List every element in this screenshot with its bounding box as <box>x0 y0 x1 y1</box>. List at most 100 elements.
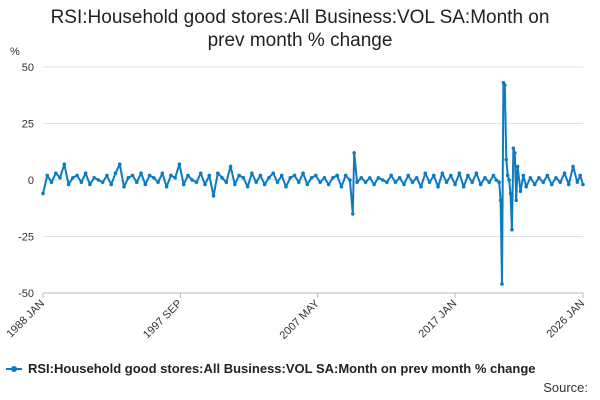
data-point <box>331 175 335 180</box>
data-point <box>186 173 190 178</box>
data-point <box>284 184 288 189</box>
data-point <box>62 162 67 166</box>
data-point <box>350 212 355 216</box>
data-point <box>508 191 513 196</box>
y-tick-label: 0 <box>28 175 34 187</box>
data-point <box>483 175 487 180</box>
data-point <box>504 157 509 162</box>
data-point <box>190 178 195 182</box>
data-point <box>453 182 457 187</box>
data-point <box>348 178 352 182</box>
data-point <box>147 173 152 178</box>
data-point <box>389 173 393 178</box>
data-point <box>494 178 499 182</box>
data-point <box>549 182 554 187</box>
x-tick-label: 1988 JAN <box>4 298 47 341</box>
data-point <box>117 162 122 166</box>
data-point <box>581 182 585 187</box>
data-point <box>318 180 322 185</box>
data-point <box>66 182 71 187</box>
data-point <box>571 164 575 169</box>
data-point <box>207 173 212 178</box>
data-point <box>215 171 220 176</box>
data-point <box>245 184 250 189</box>
data-point <box>575 180 580 185</box>
x-tick-label: 1997 SEP <box>141 298 185 342</box>
x-tick-label: 2007 MAY <box>278 297 323 342</box>
source-label: Source: <box>543 380 588 395</box>
data-point <box>237 173 241 178</box>
data-point <box>58 175 62 180</box>
data-point <box>498 198 503 203</box>
data-point <box>335 173 339 178</box>
data-point <box>372 182 376 187</box>
data-point <box>53 171 58 176</box>
data-point <box>194 180 199 185</box>
chart-title-line-1: RSI:Household good stores:All Business:V… <box>50 7 550 28</box>
chart-title: RSI:Household good stores:All Business:V… <box>0 6 600 52</box>
legend[interactable]: RSI:Household good stores:All Business:V… <box>6 361 536 376</box>
data-point <box>406 173 411 178</box>
data-point <box>368 175 372 180</box>
data-point <box>152 175 156 180</box>
y-tick-label: 50 <box>22 62 34 74</box>
data-point <box>224 180 229 185</box>
data-point <box>449 173 453 178</box>
data-point <box>288 175 293 180</box>
data-point <box>96 178 101 182</box>
data-point <box>92 175 96 180</box>
legend-line-icon <box>6 364 22 374</box>
data-point <box>233 182 237 187</box>
data-point <box>292 173 297 178</box>
legend-label: RSI:Household good stores:All Business:V… <box>28 361 536 376</box>
data-point <box>343 173 348 178</box>
data-point <box>514 198 519 203</box>
data-point <box>271 171 276 176</box>
data-point <box>376 175 381 180</box>
data-point <box>478 182 483 187</box>
data-point <box>440 171 445 176</box>
data-point <box>380 178 385 182</box>
data-point <box>177 162 182 166</box>
data-point <box>75 173 79 178</box>
data-point <box>322 175 327 180</box>
data-point <box>181 182 186 187</box>
data-point <box>41 191 45 196</box>
data-point <box>431 173 436 178</box>
data-point <box>169 173 173 178</box>
data-point <box>113 171 118 176</box>
data-point <box>474 171 479 176</box>
data-point <box>521 173 526 178</box>
data-point <box>528 175 533 180</box>
data-point <box>497 180 501 185</box>
data-point <box>105 173 109 178</box>
data-point <box>250 171 254 176</box>
data-point <box>267 175 271 180</box>
data-point <box>558 180 563 185</box>
data-point <box>491 173 496 178</box>
data-point <box>45 173 50 178</box>
data-point <box>211 194 216 198</box>
data-point <box>512 151 517 155</box>
data-point <box>314 173 318 178</box>
data-point <box>228 164 233 169</box>
data-point <box>541 180 546 185</box>
data-point <box>309 175 314 180</box>
data-point <box>198 171 203 176</box>
data-point <box>130 173 135 178</box>
data-point <box>279 173 284 178</box>
data-point <box>537 175 541 180</box>
data-point <box>355 180 359 185</box>
data-point <box>518 189 523 194</box>
data-point <box>554 175 558 180</box>
data-point <box>470 180 474 185</box>
data-point <box>385 180 389 185</box>
data-point <box>410 180 415 185</box>
data-point <box>126 175 131 180</box>
y-tick-label: -50 <box>18 288 34 300</box>
data-point <box>258 173 263 178</box>
data-point <box>296 180 301 185</box>
data-point <box>505 173 510 178</box>
data-point <box>402 182 406 187</box>
